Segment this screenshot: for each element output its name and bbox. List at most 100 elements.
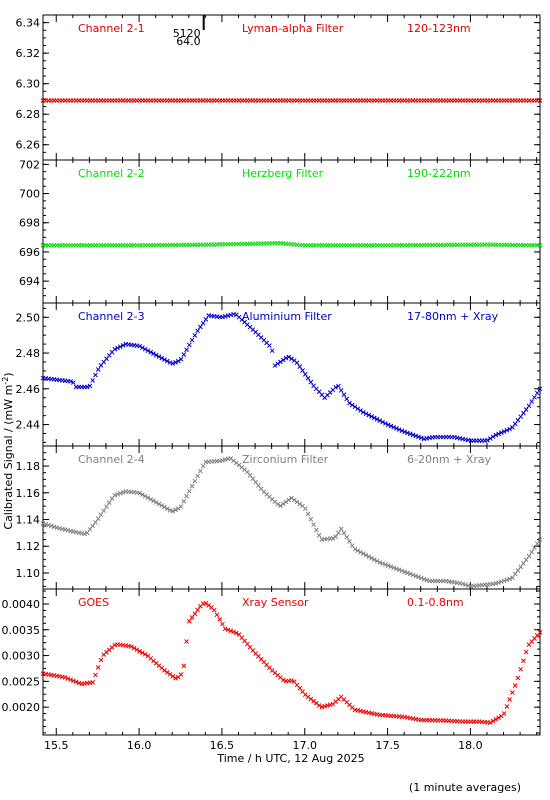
data-point bbox=[203, 316, 209, 322]
data-point bbox=[280, 357, 286, 363]
data-point bbox=[220, 621, 225, 627]
data-point bbox=[305, 375, 311, 381]
data-point bbox=[170, 361, 176, 366]
data-point bbox=[148, 349, 154, 355]
data-point bbox=[396, 427, 402, 432]
data-point bbox=[347, 400, 352, 406]
data-point bbox=[515, 568, 521, 573]
data-point bbox=[297, 501, 303, 507]
panel-channel-label: GOES bbox=[78, 596, 109, 609]
x-tick-label: 18.0 bbox=[458, 739, 483, 752]
x-tick-label: 17.5 bbox=[375, 739, 400, 752]
data-point bbox=[526, 403, 532, 409]
data-point bbox=[137, 648, 142, 654]
data-point bbox=[170, 673, 176, 679]
data-point bbox=[496, 715, 501, 721]
data-point bbox=[173, 675, 178, 681]
data-point bbox=[198, 324, 203, 330]
panel-filter-label: Herzberg Filter bbox=[242, 167, 324, 180]
data-point bbox=[211, 607, 217, 613]
data-point bbox=[529, 399, 535, 404]
data-point bbox=[280, 677, 286, 683]
data-point bbox=[532, 545, 537, 551]
data-point bbox=[360, 409, 366, 415]
data-point bbox=[104, 504, 109, 510]
data-point bbox=[383, 421, 388, 426]
panel-band-label: 0.1-0.8nm bbox=[407, 596, 464, 609]
data-point bbox=[175, 358, 181, 364]
panel-frame bbox=[42, 588, 541, 736]
data-point bbox=[283, 355, 289, 361]
data-point bbox=[46, 522, 51, 528]
data-point bbox=[407, 431, 413, 437]
data-point bbox=[402, 429, 408, 435]
y-tick-label: 2.48 bbox=[16, 347, 41, 360]
data-point bbox=[510, 575, 515, 580]
data-point bbox=[40, 521, 46, 526]
data-point bbox=[463, 582, 468, 588]
y-tick-label: 0.0035 bbox=[2, 624, 41, 637]
data-point bbox=[394, 566, 399, 572]
data-point bbox=[95, 367, 101, 372]
data-point bbox=[153, 500, 159, 505]
panel-1: 6.26 6.28 6.30 6.32 6.34 Channel 2-1 Lyman-alp… bbox=[16, 14, 543, 161]
data-point bbox=[68, 677, 73, 683]
data-point bbox=[302, 506, 308, 511]
data-point bbox=[71, 678, 76, 684]
data-point bbox=[399, 568, 405, 574]
data-point bbox=[186, 618, 192, 624]
y-tick-label: 6.32 bbox=[16, 47, 41, 60]
data-point bbox=[184, 639, 189, 644]
data-point bbox=[355, 548, 361, 554]
data-point bbox=[510, 425, 515, 430]
data-point bbox=[186, 488, 192, 494]
data-point bbox=[151, 351, 156, 356]
data-point bbox=[405, 570, 410, 576]
data-point bbox=[518, 414, 524, 420]
panel-2: 694 696 698 700 702 Channel 2-2 Herzberg Filte… bbox=[19, 158, 543, 304]
data-point bbox=[523, 557, 529, 563]
data-point bbox=[90, 523, 96, 529]
data-point bbox=[308, 516, 314, 522]
data-point bbox=[192, 333, 198, 338]
data-point bbox=[112, 346, 118, 352]
data-point bbox=[195, 328, 200, 334]
data-point bbox=[526, 553, 532, 559]
y-tick-label: 702 bbox=[19, 158, 40, 171]
data-point bbox=[518, 666, 524, 672]
data-point bbox=[164, 506, 170, 512]
data-point bbox=[344, 396, 350, 402]
data-point bbox=[93, 372, 98, 378]
data-point bbox=[355, 406, 361, 412]
data-point bbox=[521, 658, 526, 664]
data-point bbox=[294, 360, 300, 366]
panel-5: 0.0020 0.0025 0.0030 0.0035 0.0040 GOES Xray S… bbox=[2, 588, 543, 752]
data-point bbox=[349, 543, 355, 548]
data-point bbox=[222, 626, 228, 632]
data-point bbox=[410, 432, 416, 438]
data-point bbox=[363, 411, 369, 417]
data-point bbox=[106, 500, 112, 506]
event-marker-label-top: 5120 bbox=[173, 27, 201, 40]
data-point bbox=[71, 380, 76, 385]
data-point bbox=[377, 418, 383, 424]
data-point bbox=[302, 372, 308, 377]
data-point bbox=[115, 491, 120, 497]
data-point bbox=[394, 426, 399, 431]
data-point bbox=[537, 386, 543, 392]
data-point bbox=[98, 512, 104, 518]
data-point bbox=[518, 564, 524, 570]
data-point bbox=[504, 427, 510, 433]
data-point bbox=[98, 657, 104, 663]
data-point bbox=[95, 665, 101, 670]
data-point bbox=[181, 663, 187, 669]
data-point bbox=[496, 431, 501, 437]
panel-frame bbox=[42, 302, 541, 447]
data-point bbox=[220, 458, 225, 463]
data-point bbox=[388, 564, 394, 569]
data-point bbox=[529, 549, 535, 555]
data-point bbox=[62, 675, 68, 680]
data-point bbox=[537, 629, 543, 635]
data-point bbox=[338, 387, 344, 393]
data-point bbox=[267, 343, 272, 348]
